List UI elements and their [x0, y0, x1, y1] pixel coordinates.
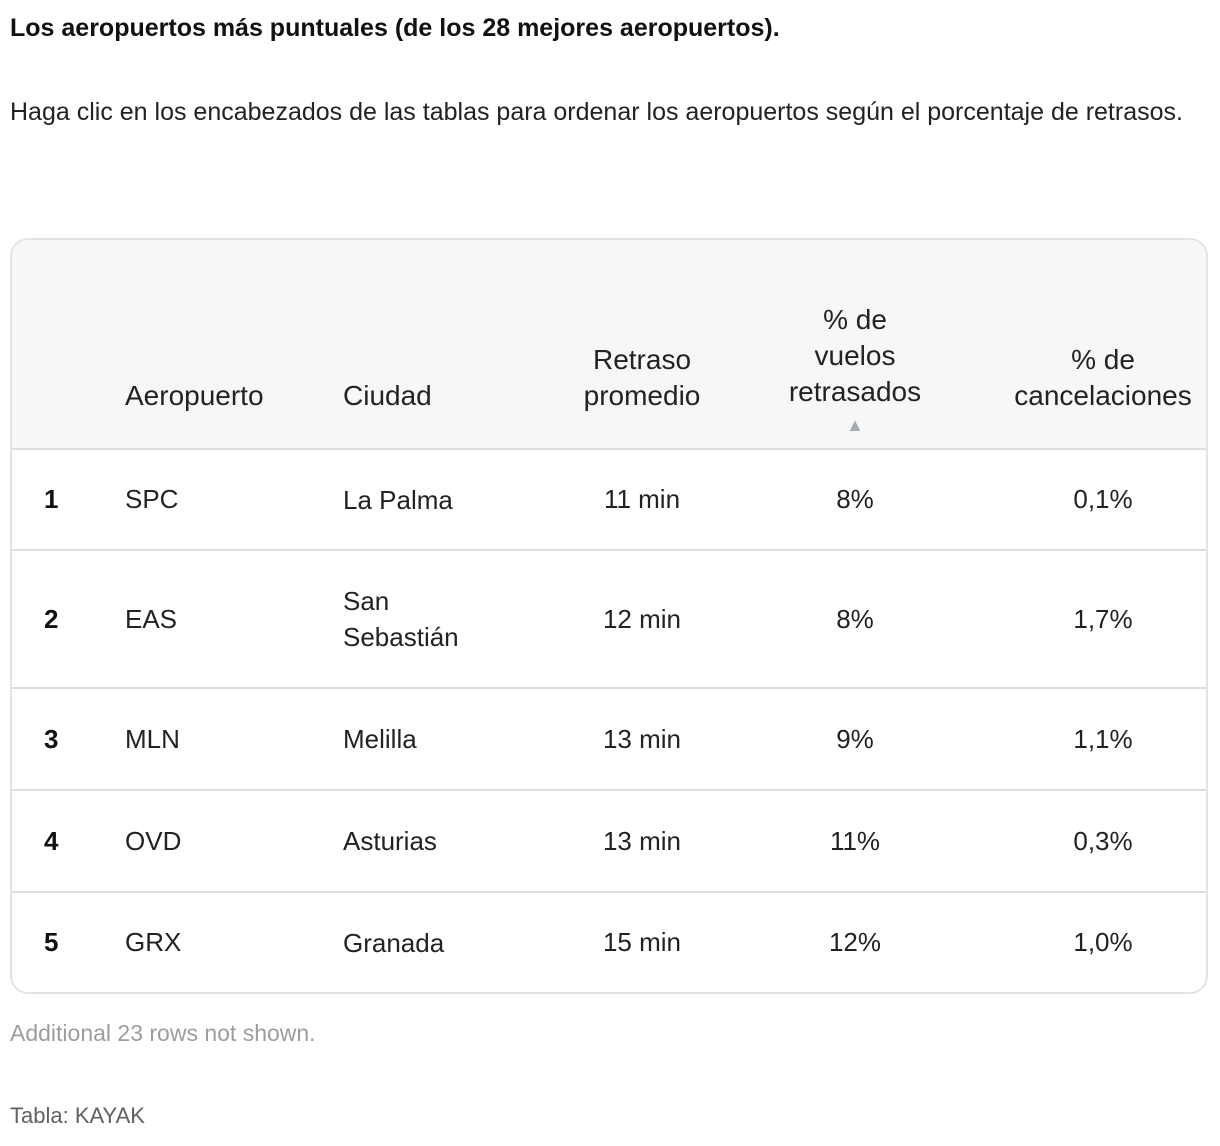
- header-rank[interactable]: [12, 240, 125, 449]
- header-pct-cancel[interactable]: % de cancelaciones: [944, 240, 1206, 449]
- cell-city: San Sebastián: [343, 550, 518, 688]
- cell-pct-delayed: 8%: [836, 603, 874, 634]
- table-row: 4 OVD Asturias 13 min 11% 0,3%: [12, 790, 1206, 892]
- cell-airport: EAS: [125, 603, 178, 634]
- page-description: Haga clic en los encabezados de las tabl…: [10, 98, 1183, 126]
- cell-rank: 4: [44, 825, 59, 856]
- cell-avg-delay: 13 min: [602, 723, 682, 754]
- cell-city: La Palma: [343, 484, 453, 515]
- rows-not-shown-note: Additional 23 rows not shown.: [10, 1020, 316, 1046]
- cell-avg-delay: 15 min: [602, 927, 682, 957]
- cell-city: Melilla: [343, 724, 417, 754]
- cell-airport: GRX: [125, 927, 182, 957]
- cell-pct-cancel: 1,1%: [1073, 723, 1133, 754]
- cell-pct-delayed: 12%: [828, 927, 882, 957]
- airports-table: Aeropuerto Ciudad Retraso promedio % de …: [12, 240, 1206, 992]
- header-avg-delay[interactable]: Retraso promedio: [518, 240, 766, 449]
- header-city[interactable]: Ciudad: [343, 380, 432, 411]
- cell-pct-delayed: 11%: [829, 825, 881, 856]
- page-title: Los aeropuertos más puntuales (de los 28…: [10, 14, 780, 42]
- cell-pct-delayed: 9%: [836, 723, 874, 754]
- cell-pct-cancel: 0,3%: [1073, 825, 1133, 856]
- cell-rank: 3: [44, 723, 59, 754]
- header-avg-delay-label: Retraso promedio: [583, 344, 701, 411]
- table-source: Tabla: KAYAK: [10, 1103, 145, 1128]
- cell-avg-delay: 12 min: [602, 603, 682, 634]
- cell-rank: 1: [44, 484, 59, 514]
- cell-airport: SPC: [125, 484, 179, 514]
- table-body: 1 SPC La Palma 11 min 8% 0,1% 2 EAS San …: [12, 449, 1206, 992]
- header-pct-cancel-label: % de cancelaciones: [1014, 344, 1192, 411]
- cell-rank: 5: [44, 927, 59, 957]
- table-row: 3 MLN Melilla 13 min 9% 1,1%: [12, 688, 1206, 790]
- table-row: 2 EAS San Sebastián 12 min 8% 1,7%: [12, 550, 1206, 688]
- cell-avg-delay: 11 min: [603, 484, 681, 514]
- table-row: 1 SPC La Palma 11 min 8% 0,1%: [12, 449, 1206, 550]
- cell-airport: OVD: [125, 825, 182, 856]
- sort-ascending-icon: ▲: [846, 415, 864, 435]
- cell-city: Granada: [343, 927, 445, 958]
- header-airport[interactable]: Aeropuerto: [125, 380, 264, 411]
- cell-pct-cancel: 1,7%: [1073, 603, 1133, 634]
- cell-pct-cancel: 0,1%: [1073, 484, 1133, 514]
- airports-table-container: Aeropuerto Ciudad Retraso promedio % de …: [10, 238, 1208, 994]
- table-header: Aeropuerto Ciudad Retraso promedio % de …: [12, 240, 1206, 449]
- cell-pct-delayed: 8%: [836, 484, 874, 514]
- cell-rank: 2: [44, 603, 59, 634]
- cell-city-text: San Sebastián: [343, 586, 459, 652]
- table-row: 5 GRX Granada 15 min 12% 1,0%: [12, 892, 1206, 992]
- cell-airport: MLN: [125, 723, 180, 754]
- cell-avg-delay: 13 min: [602, 825, 682, 856]
- cell-city: Asturias: [343, 826, 437, 856]
- header-pct-delayed-label: % de vuelos retrasados: [788, 304, 922, 407]
- cell-pct-cancel: 1,0%: [1073, 927, 1133, 957]
- header-pct-delayed[interactable]: % de vuelos retrasados ▲: [766, 240, 944, 449]
